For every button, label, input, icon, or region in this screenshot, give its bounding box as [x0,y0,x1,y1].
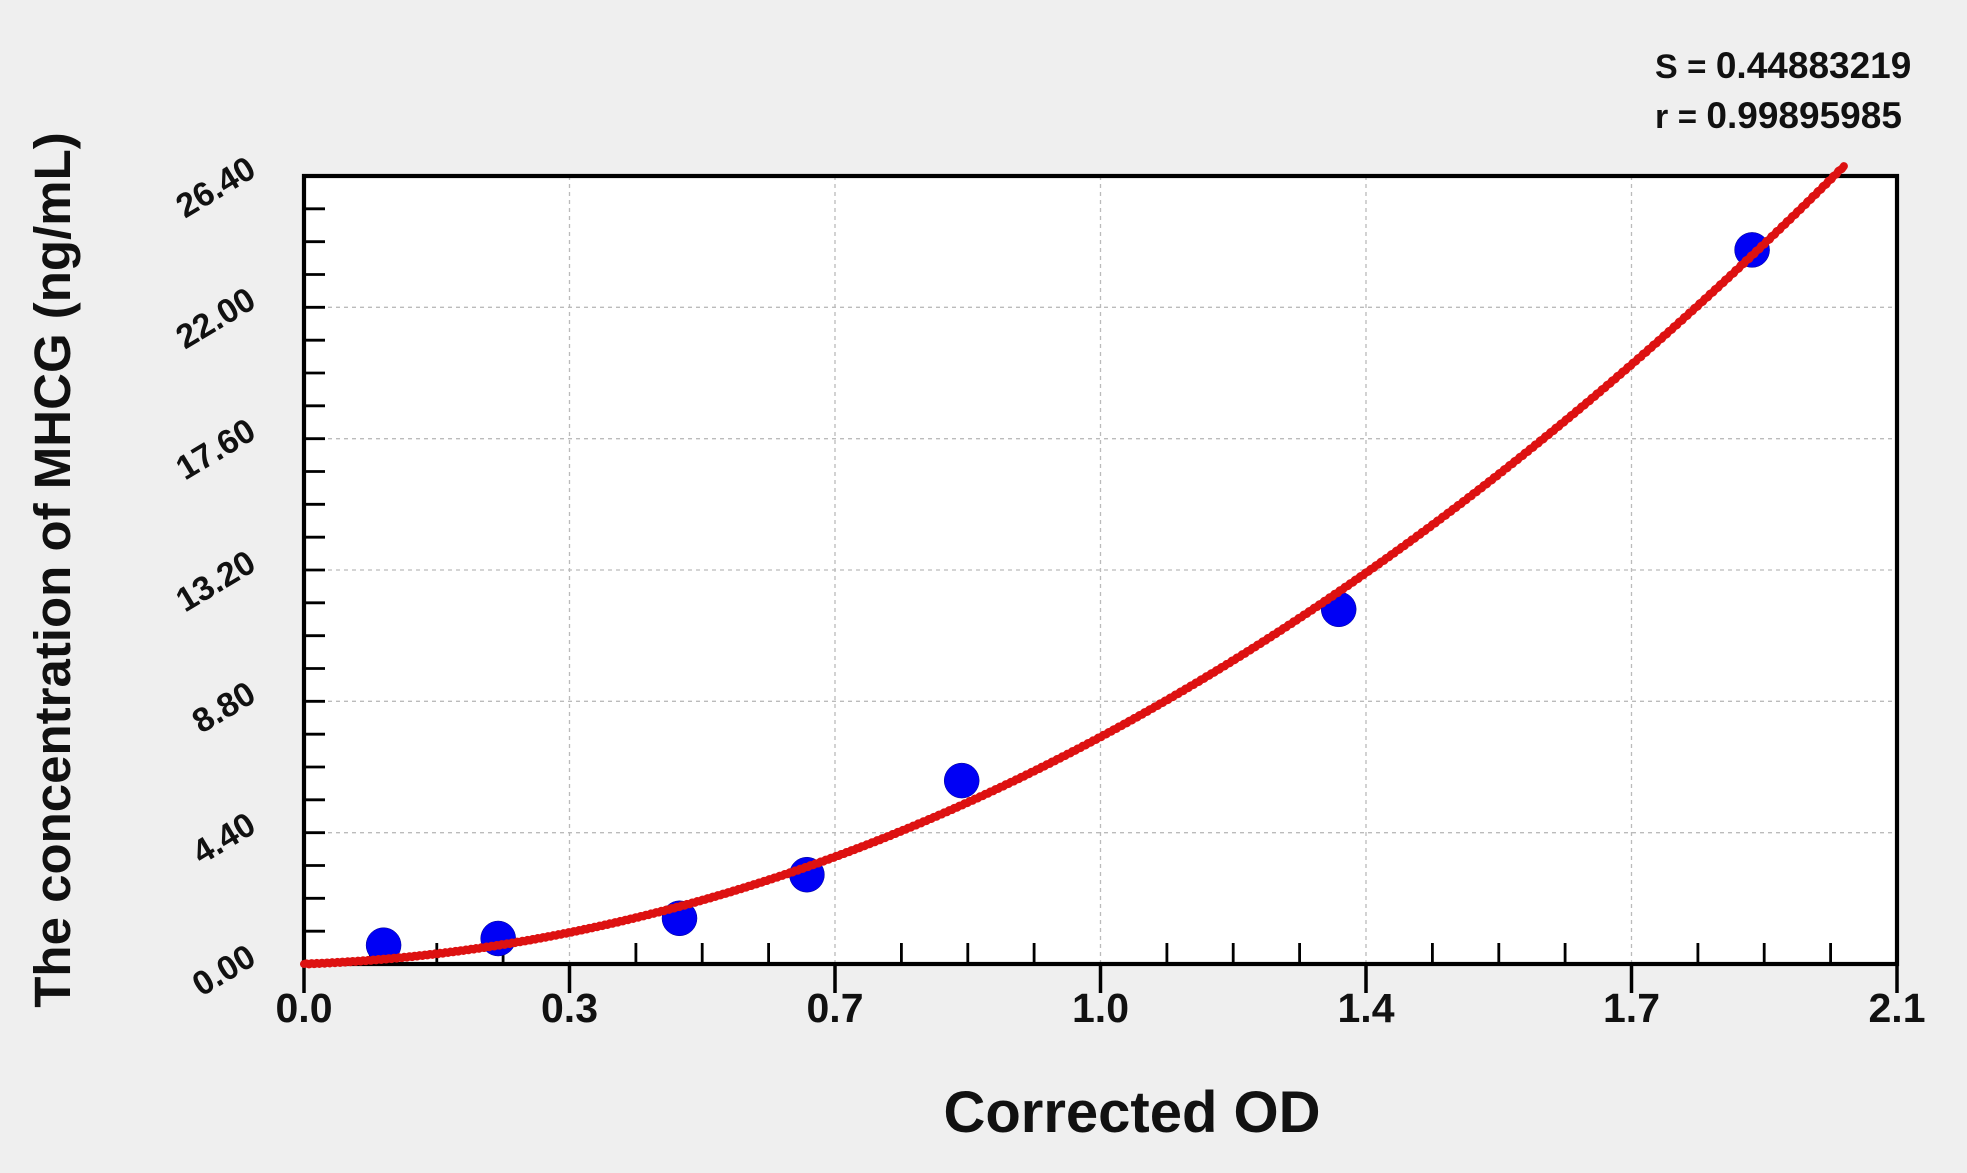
svg-text:Corrected OD: Corrected OD [943,1080,1320,1145]
svg-text:0.7: 0.7 [807,985,864,1031]
svg-text:1.4: 1.4 [1338,985,1395,1031]
svg-text:S = 0.44883219: S = 0.44883219 [1655,45,1911,86]
svg-text:0.0: 0.0 [276,985,333,1031]
svg-text:1.0: 1.0 [1072,985,1129,1031]
svg-text:The concentration of MHCG (ng/: The concentration of MHCG (ng/mL) [24,132,81,1007]
svg-text:1.7: 1.7 [1603,985,1660,1031]
svg-text:0.3: 0.3 [541,985,598,1031]
svg-text:2.1: 2.1 [1869,985,1926,1031]
svg-text:r = 0.99895985: r = 0.99895985 [1655,95,1902,136]
